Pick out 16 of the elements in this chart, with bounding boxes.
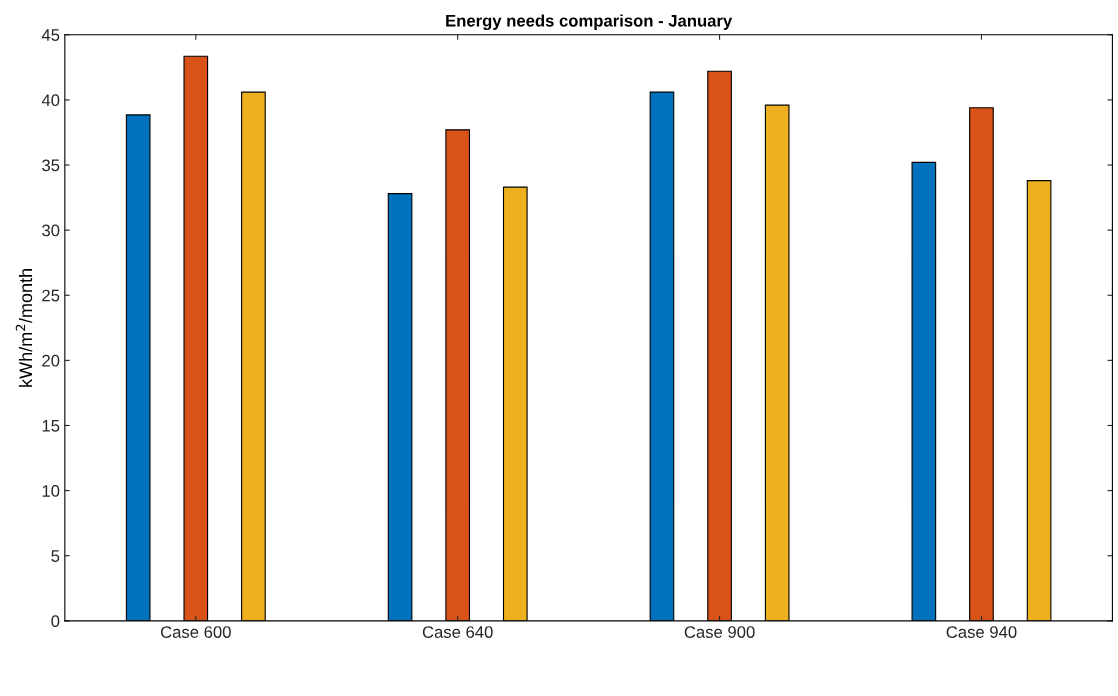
y-tick-label: 0 — [51, 615, 60, 628]
y-tick-label: 40 — [41, 94, 60, 107]
y-tick-label: 25 — [42, 289, 60, 302]
y-tick-label: 20 — [42, 354, 60, 367]
y-tick-label: 45 — [41, 29, 60, 41]
y-tick-label: 15 — [42, 420, 60, 432]
y-axis-title: kWh/m$^{2}$/month — [15, 269, 33, 387]
y-tick-label: 30 — [42, 224, 60, 237]
x-tick-label: Case 940 — [946, 626, 1017, 638]
x-tick-label: Case 900 — [684, 626, 755, 638]
x-tick-label: Case 600 — [160, 626, 231, 638]
y-tick-label: 10 — [42, 485, 60, 497]
y-tick-label: 35 — [42, 159, 60, 172]
chart-title: Energy needs comparison - January — [446, 14, 733, 30]
x-tick-label: Case 640 — [422, 626, 493, 638]
y-tick-label: 5 — [51, 550, 60, 562]
